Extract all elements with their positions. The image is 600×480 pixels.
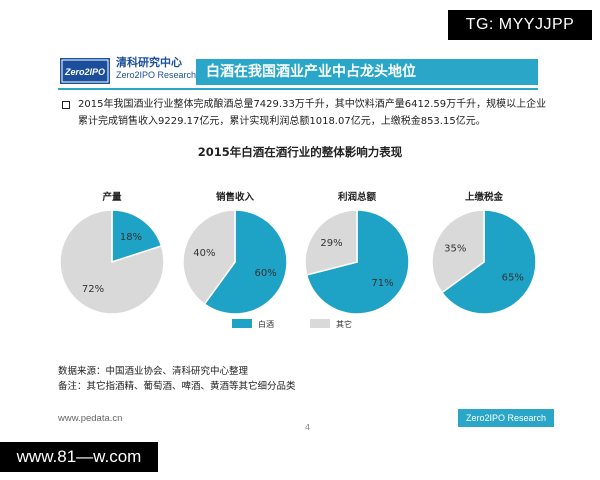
legend-label-baijiu: 白酒 <box>258 319 274 329</box>
pie-slice-other <box>304 209 358 276</box>
legend-swatch-baijiu <box>232 319 252 328</box>
pie-slice-baijiu <box>111 209 163 264</box>
intro-line-2: 累计完成销售收入9229.17亿元，累计实现利润总额1018.07亿元，上缴税金… <box>78 116 486 127</box>
data-label-baijiu: 65% <box>502 273 524 284</box>
chart-title: 2015年白酒在酒行业的整体影响力表现 <box>197 145 403 159</box>
intro-line-1: 2015年我国酒业行业整体完成酿酒总量7429.33万千升，其中饮料酒产量641… <box>78 99 547 110</box>
pie-slice-other <box>59 209 165 315</box>
pie-slice-baijiu <box>203 209 288 315</box>
data-label-baijiu: 60% <box>255 268 277 279</box>
bullet-square-icon <box>62 101 70 109</box>
data-label-other: 29% <box>320 238 342 249</box>
header-divider <box>58 88 538 90</box>
data-label-baijiu: 71% <box>371 278 393 289</box>
logo-badge-text: Zero2IPO <box>64 67 105 77</box>
legend-swatch-other <box>310 319 330 328</box>
pie-slice-other <box>431 209 485 294</box>
source-notes: 数据来源：中国酒业协会、清科研究中心整理 备注：其它指酒精、葡萄酒、啤酒、黄酒等… <box>58 364 296 394</box>
intro-text: 2015年我国酒业行业整体完成酿酒总量7429.33万千升，其中饮料酒产量641… <box>78 96 548 130</box>
page-title: 白酒在我国酒业产业中占龙头地位 <box>196 59 538 85</box>
pie-name-label: 上缴税金 <box>465 191 504 203</box>
pie-slice-baijiu <box>440 209 537 315</box>
zero2ipo-logo: Zero2IPO <box>60 58 110 84</box>
footer-brand: Zero2IPO Research <box>458 409 554 427</box>
source-line: 数据来源：中国酒业协会、清科研究中心整理 <box>58 366 249 377</box>
logo-name-en: Zero2IPO Research <box>116 70 197 80</box>
watermark-top: TG: MYYJJPP <box>448 10 592 40</box>
pie-slice-baijiu <box>305 209 410 315</box>
data-label-baijiu: 18% <box>120 232 142 243</box>
note-line: 备注：其它指酒精、葡萄酒、啤酒、黄酒等其它细分品类 <box>58 381 296 392</box>
data-label-other: 72% <box>82 284 104 295</box>
pie-name-label: 利润总额 <box>337 191 377 203</box>
data-label-other: 35% <box>444 243 466 254</box>
logo-name-cn: 清科研究中心 <box>116 56 182 69</box>
footer-url: www.pedata.cn <box>58 413 123 424</box>
pie-slice-other <box>182 209 236 306</box>
pie-name-label: 产量 <box>102 191 122 203</box>
pie-name-label: 销售收入 <box>216 191 255 203</box>
watermark-bottom: www.81—w.com <box>0 442 158 472</box>
page-number: 4 <box>305 423 311 432</box>
data-label-other: 40% <box>193 248 215 259</box>
legend-label-other: 其它 <box>336 319 352 329</box>
